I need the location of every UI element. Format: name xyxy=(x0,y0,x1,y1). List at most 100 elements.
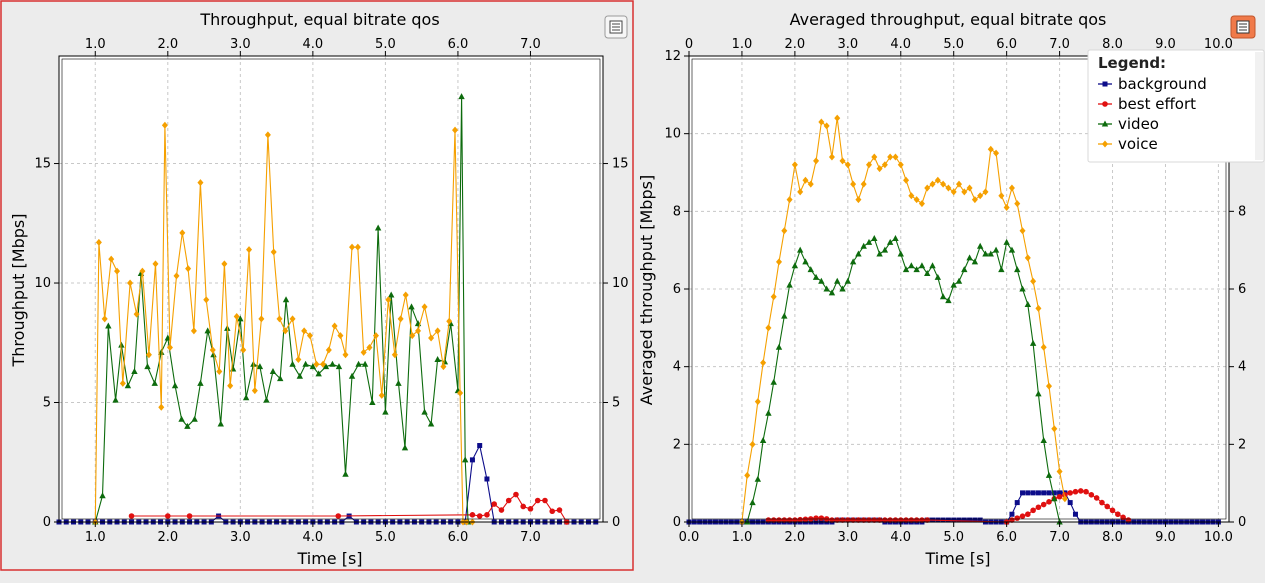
y-tick-label-right: 5 xyxy=(612,396,620,411)
y-tick-label-right: 8 xyxy=(1238,204,1246,219)
data-point-voice xyxy=(1024,254,1031,262)
x-tick-label-bottom: 10.0 xyxy=(1204,530,1233,545)
data-point-voice xyxy=(289,315,296,323)
data-point-best-effort xyxy=(818,515,825,521)
data-point-voice xyxy=(744,471,751,479)
data-point-background xyxy=(1067,500,1073,506)
data-point-video xyxy=(184,422,191,429)
data-point-voice xyxy=(185,265,192,273)
legend-scrollbar[interactable] xyxy=(1255,52,1263,160)
data-point-best-effort xyxy=(186,513,193,519)
data-point-background xyxy=(1030,490,1036,496)
data-point-voice xyxy=(409,332,416,340)
data-point-voice xyxy=(892,153,899,161)
data-point-video xyxy=(1029,339,1037,346)
data-point-video xyxy=(961,266,968,273)
x-tick-label-bottom: 7.0 xyxy=(1049,530,1070,545)
legend-item-best-effort[interactable]: best effort xyxy=(1098,95,1196,113)
data-point-best-effort xyxy=(897,517,904,523)
legend-item-voice[interactable]: voice xyxy=(1098,135,1158,153)
data-point-voice xyxy=(797,188,804,196)
data-point-best-effort xyxy=(871,517,878,523)
data-point-voice xyxy=(258,315,265,323)
data-point-video xyxy=(217,420,224,427)
left-axes: 1.0 2.0 3.0 4.0 5.0 6.0 7.0 1.0 2.0 3.0 4.0 5.0 6.0 7… xyxy=(34,37,628,545)
data-point-voice xyxy=(929,180,936,188)
data-point-best-effort xyxy=(513,491,519,498)
data-point-video xyxy=(322,363,330,370)
data-point-voice xyxy=(251,387,258,395)
data-point-background xyxy=(956,517,962,523)
data-point-video xyxy=(897,250,904,257)
data-point-video xyxy=(913,266,920,273)
left-legend-toggle-button[interactable] xyxy=(604,15,628,39)
data-point-video xyxy=(849,258,857,265)
data-point-video xyxy=(124,382,132,389)
data-point-video xyxy=(131,367,138,374)
data-point-best-effort xyxy=(797,516,803,523)
data-point-video xyxy=(434,355,441,362)
data-point-video xyxy=(282,296,290,303)
data-point-voice xyxy=(1046,382,1052,390)
data-point-best-effort xyxy=(1056,493,1063,500)
x-tick-label-top: 10.0 xyxy=(1204,37,1233,52)
left-plot-area xyxy=(59,56,603,522)
legend-marker xyxy=(1102,140,1108,148)
data-point-video xyxy=(834,277,841,284)
legend-item-background[interactable]: background xyxy=(1098,75,1207,93)
data-point-voice xyxy=(179,229,186,237)
data-point-best-effort xyxy=(1077,488,1084,494)
data-point-video xyxy=(775,343,783,350)
data-point-background xyxy=(469,457,475,463)
data-point-video xyxy=(197,379,204,386)
data-point-video xyxy=(395,379,402,386)
data-point-voice xyxy=(760,359,767,367)
x-tick-label-bottom: 8.0 xyxy=(1102,530,1123,545)
data-point-best-effort xyxy=(1072,488,1079,495)
data-point-best-effort xyxy=(1088,492,1095,498)
data-point-video xyxy=(158,348,165,355)
data-point-video xyxy=(982,250,989,257)
data-point-voice xyxy=(246,246,253,254)
data-point-video xyxy=(401,444,409,451)
data-point-voice xyxy=(313,360,320,368)
data-point-best-effort xyxy=(520,503,527,510)
data-point-voice xyxy=(391,351,398,359)
data-point-video xyxy=(945,297,952,304)
right-y-axis-title: Averaged throughput [Mbps] xyxy=(637,175,656,405)
data-point-best-effort xyxy=(534,497,541,504)
data-point-voice xyxy=(434,327,441,335)
data-point-voice xyxy=(108,255,115,263)
data-point-video xyxy=(256,363,264,370)
x-tick-label-bottom: 2.0 xyxy=(785,530,806,545)
data-point-voice xyxy=(998,192,1005,200)
data-point-best-effort xyxy=(765,517,772,523)
data-point-video xyxy=(269,367,277,374)
left-x-axis-title: Time [s] xyxy=(296,549,362,568)
series-voice xyxy=(92,121,476,526)
data-point-voice xyxy=(378,391,385,399)
right-legend-toggle-button[interactable] xyxy=(1230,15,1256,39)
data-point-best-effort xyxy=(1046,499,1052,505)
data-point-background xyxy=(1025,490,1031,496)
data-point-video xyxy=(335,363,343,370)
x-tick-label-top: 7.0 xyxy=(520,37,541,52)
data-point-voice xyxy=(337,332,344,340)
x-tick-label-top: 2.0 xyxy=(157,37,178,52)
data-point-best-effort xyxy=(335,513,342,519)
data-point-best-effort xyxy=(781,517,788,523)
data-point-video xyxy=(178,415,185,422)
data-point-video xyxy=(144,363,151,370)
data-point-voice xyxy=(221,260,228,268)
data-point-voice xyxy=(950,188,957,196)
left-y-axis-title: Throughput [Mbps] xyxy=(9,214,28,368)
legend-item-video[interactable]: video xyxy=(1098,115,1159,133)
legend-box: Legend: background best effort video voice xyxy=(1087,49,1265,163)
data-point-best-effort xyxy=(792,517,798,523)
data-point-video xyxy=(908,262,915,269)
data-point-voice xyxy=(114,267,121,275)
list-icon xyxy=(609,20,623,34)
data-point-video xyxy=(1051,495,1058,502)
data-point-video xyxy=(355,360,362,367)
